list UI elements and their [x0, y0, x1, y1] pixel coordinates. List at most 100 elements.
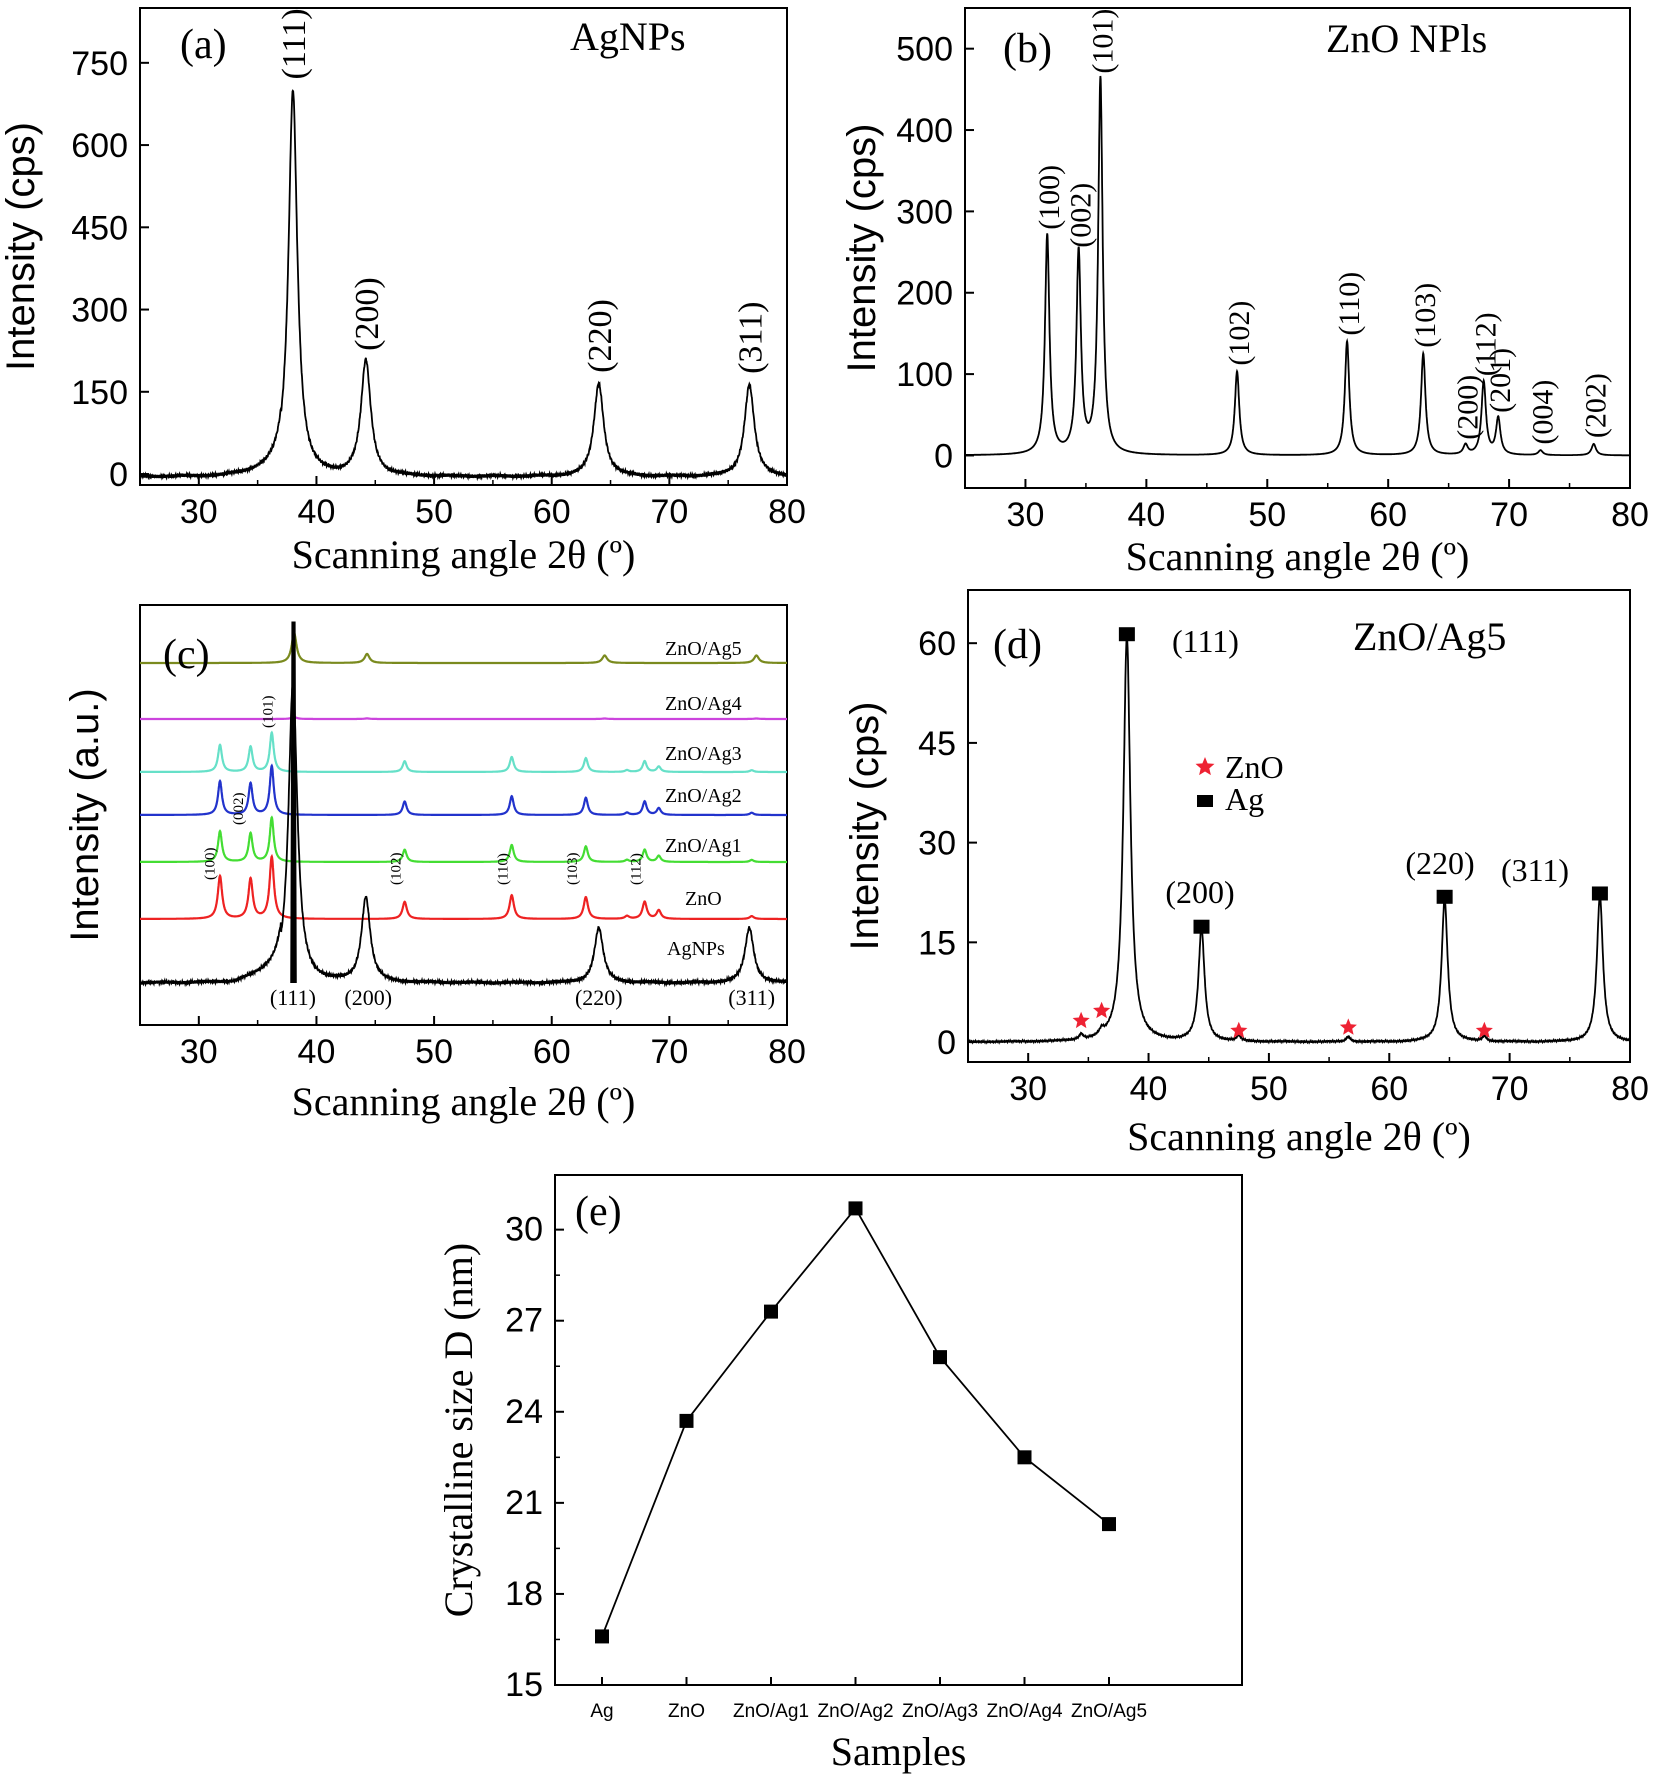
y-tick-label: 0 — [934, 437, 953, 475]
y-axis-label: Intensity (cps) — [0, 122, 43, 371]
xrd-line-agnps — [139, 89, 788, 482]
panel-title: ZnO NPls — [1326, 16, 1487, 61]
data-point — [1017, 1450, 1032, 1465]
panel-label: (c) — [163, 632, 210, 678]
y-tick-label: 450 — [71, 209, 128, 247]
legend-ag-icon — [1197, 795, 1213, 807]
xrd-line-zno-ag1 — [140, 815, 787, 864]
peak-label: (111) — [270, 985, 316, 1010]
y-tick-label: 30 — [505, 1211, 543, 1249]
peak-label: (103) — [565, 853, 581, 886]
panel-d: 30 40 50 60 70 80 Scanning angle 2θ (º) 0 15 30 45… — [843, 589, 1649, 1159]
x-tick-label: 40 — [1127, 496, 1165, 534]
xrd-line-zno-ag5 — [140, 631, 787, 665]
plot-frame — [967, 589, 1631, 1063]
peak-label: (100) — [1033, 165, 1066, 230]
peak-label: (112) — [1470, 312, 1503, 376]
y-tick-label: 400 — [896, 112, 953, 150]
x-tick-label: 70 — [1490, 496, 1528, 534]
zno-marker — [1230, 1021, 1248, 1038]
y-tick-label: 30 — [918, 825, 956, 863]
peak-label: (002) — [1065, 183, 1098, 248]
y-tick-label: 300 — [896, 193, 953, 231]
x-tick-label: 80 — [1611, 496, 1649, 534]
xrd-line-zno-ag3 — [140, 730, 787, 774]
zno-marker — [1072, 1011, 1090, 1029]
x-axis-label: Scanning angle 2θ (º) — [292, 1079, 636, 1124]
ag-marker — [1436, 889, 1453, 904]
panel-a: 30 40 50 60 70 80 Scanning angle 2θ (º) 0 150 300… — [0, 7, 806, 577]
xrd-spike-ag111 — [290, 621, 297, 984]
peak-label: (101) — [1086, 9, 1119, 74]
panel-label: (a) — [180, 22, 227, 68]
series-line — [601, 1206, 1110, 1637]
x-tick-label: 60 — [1369, 496, 1407, 534]
xrd-line-zno — [140, 853, 787, 921]
panel-label: (d) — [993, 622, 1042, 668]
data-point — [848, 1201, 863, 1216]
xrd-line-zno — [964, 75, 1630, 457]
panel-e: 15 18 21 24 27 30 Ag ZnO ZnO/Ag1 ZnO/Ag2 ZnO/Ag3 Zn… — [436, 1174, 1243, 1774]
peak-label: (002) — [231, 793, 247, 826]
peak-label: (111) — [1172, 623, 1239, 659]
peak-label: (103) — [1409, 283, 1442, 348]
peak-label: (311) — [732, 302, 769, 374]
x-tick-label: 70 — [650, 493, 688, 531]
series-label: ZnO/Ag5 — [665, 638, 742, 660]
x-tick-label: 80 — [1611, 1070, 1649, 1108]
legend-zno-icon — [1195, 757, 1215, 776]
series-label: ZnO/Ag3 — [665, 743, 742, 765]
x-tick-label: 60 — [1370, 1070, 1408, 1108]
x-tick-label: 70 — [1491, 1070, 1529, 1108]
y-tick-label: 60 — [918, 625, 956, 663]
xrd-line-zno-ag2 — [140, 763, 787, 817]
y-tick-label: 0 — [937, 1024, 956, 1062]
plot-frame — [554, 1174, 1243, 1686]
x-tick-label: 50 — [1250, 1070, 1288, 1108]
panel-label: (e) — [575, 1189, 622, 1235]
x-tick-label: 30 — [1009, 1070, 1047, 1108]
series-label: ZnO — [685, 888, 722, 910]
zno-marker — [1093, 1001, 1111, 1019]
y-axis-label: Intensity (cps) — [840, 124, 884, 373]
peak-label: (100) — [203, 848, 219, 881]
y-axis-label: Crystalline size D (nm) — [436, 1243, 481, 1617]
peak-label: (004) — [1527, 380, 1560, 445]
y-tick-label: 750 — [71, 45, 128, 83]
panel-b: 30 40 50 60 70 80 Scanning angle 2θ (º) 0 100 200… — [840, 7, 1649, 579]
peak-label: (200) — [1165, 874, 1234, 910]
x-axis-label: Samples — [831, 1729, 967, 1774]
x-tick-label: ZnO/Ag1 — [733, 1701, 809, 1722]
legend-ag-label: Ag — [1225, 781, 1264, 817]
x-tick-label: ZnO/Ag3 — [902, 1701, 978, 1722]
x-axis-label: Scanning angle 2θ (º) — [1126, 534, 1470, 579]
x-axis-label: Scanning angle 2θ (º) — [1127, 1114, 1471, 1159]
x-axis-label: Scanning angle 2θ (º) — [292, 532, 636, 577]
peak-label: (200) — [1452, 375, 1485, 440]
panel-c: ZnO/Ag5 ZnO/Ag4 ZnO/Ag3 ZnO/Ag2 ZnO/Ag1 ZnO Ag… — [63, 604, 806, 1124]
y-tick-label: 100 — [896, 356, 953, 394]
data-point — [679, 1413, 694, 1428]
panel-title: AgNPs — [570, 14, 686, 59]
x-tick-label: 30 — [180, 1033, 218, 1071]
peak-label: (102) — [389, 853, 405, 886]
x-tick-label: 50 — [415, 493, 453, 531]
x-tick-label: 70 — [650, 1033, 688, 1071]
plot-frame — [964, 7, 1631, 489]
peak-label: (220) — [582, 299, 619, 373]
x-tick-label: 50 — [1248, 496, 1286, 534]
x-tick-label: ZnO/Ag4 — [986, 1701, 1062, 1722]
data-point — [933, 1350, 947, 1365]
peak-label: (111) — [276, 8, 313, 79]
x-tick-label: ZnO — [668, 1701, 705, 1722]
y-tick-label: 15 — [505, 1666, 543, 1704]
panel-title: ZnO/Ag5 — [1353, 614, 1506, 659]
x-tick-label: 80 — [768, 1033, 806, 1071]
ag-marker — [1591, 886, 1608, 901]
series-label: ZnO/Ag4 — [665, 693, 742, 715]
zno-marker — [1339, 1018, 1357, 1035]
x-tick-label: 60 — [533, 493, 571, 531]
peak-label: (200) — [349, 277, 386, 351]
y-tick-label: 500 — [896, 31, 953, 69]
